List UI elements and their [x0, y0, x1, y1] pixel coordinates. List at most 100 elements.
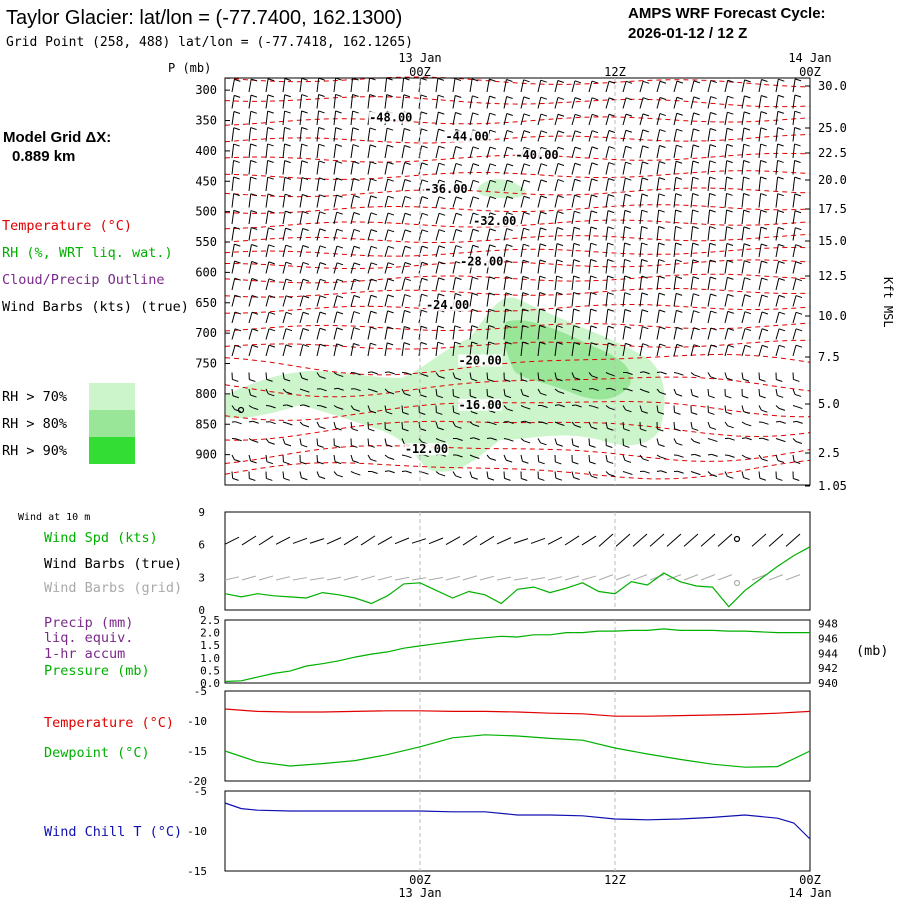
barb-flag: [387, 457, 395, 460]
wind-barb: [452, 325, 461, 340]
pressure-tick-450: 450: [195, 174, 217, 188]
barb-staff: [775, 261, 780, 274]
barb-staff: [639, 276, 643, 291]
barb-flag: [436, 411, 443, 415]
wind-barb: [486, 228, 496, 241]
barb-flag: [250, 176, 257, 180]
barb-staff: [384, 438, 387, 445]
barb-staff: [435, 245, 440, 258]
barb-staff: [469, 78, 473, 93]
legend-dewpoint: Dewpoint (°C): [44, 745, 150, 761]
barb-staff: [520, 244, 524, 258]
wind-barb: [299, 372, 309, 381]
barb-staff: [503, 196, 508, 208]
wind-barb: [316, 421, 326, 430]
barb-flag: [472, 424, 480, 427]
barb-staff: [435, 163, 440, 175]
barb-flag: [456, 438, 463, 441]
barb-staff: [537, 342, 541, 357]
barb-staff: [571, 179, 576, 192]
barb-flag: [573, 477, 580, 480]
barb-flag: [386, 411, 393, 415]
barb-staff: [605, 342, 609, 357]
top-date-0: 13 Jan: [398, 51, 441, 65]
barb-staff: [452, 229, 457, 241]
wind-tick-6: 6: [198, 539, 205, 552]
barb-flag: [575, 389, 582, 393]
barb-flag: [251, 344, 259, 348]
barb-staff: [299, 262, 304, 274]
barb-flag: [301, 177, 309, 181]
barb-staff: [605, 194, 609, 208]
wind-barb: [401, 278, 411, 291]
isotherm-line-5: [224, 170, 811, 180]
wind-barb: [622, 209, 632, 225]
barb-flag: [711, 439, 718, 443]
wind-barb: [571, 454, 579, 465]
barb-staff: [452, 421, 456, 427]
barb-flag: [743, 411, 750, 414]
wind-barb: [622, 372, 633, 375]
wind-barb: [724, 209, 733, 225]
wind-barb: [486, 276, 496, 291]
barb-staff: [707, 310, 712, 324]
barb-staff: [401, 454, 406, 457]
wind-barb: [554, 275, 563, 291]
barb-staff: [520, 388, 524, 395]
barb-flag: [608, 342, 615, 346]
barb-flag: [249, 477, 256, 481]
barb-staff: [656, 161, 660, 175]
barb-staff: [248, 345, 253, 357]
wind-barb: [707, 176, 716, 192]
wind-barb: [792, 344, 803, 357]
barb-flag: [268, 328, 276, 332]
barb-flag: [693, 112, 700, 116]
barb-flag: [352, 93, 359, 97]
wind-barb: [316, 471, 326, 480]
barb-staff: [639, 145, 644, 159]
wind-barb: [367, 310, 377, 324]
barb-flag: [745, 437, 752, 441]
barb-flag: [438, 111, 445, 115]
barb-staff: [265, 143, 269, 159]
wind-barb: [571, 97, 582, 109]
wind-barb: [554, 308, 563, 324]
barb-flag: [625, 342, 632, 346]
wind-barb: [265, 328, 276, 340]
wind-barb: [316, 262, 327, 274]
barb-flag: [641, 193, 649, 197]
barb-staff: [554, 227, 558, 241]
barb-staff: [231, 227, 235, 241]
barb-staff: [571, 243, 575, 258]
true-barb: [479, 535, 495, 546]
barb-staff: [367, 343, 371, 357]
barb-flag: [608, 407, 616, 411]
grid-barb: [445, 575, 461, 581]
wind-barb: [758, 294, 768, 307]
wind-barb: [333, 278, 344, 291]
barb-staff: [265, 344, 270, 357]
barb-staff: [282, 421, 287, 424]
barb-flag: [489, 457, 497, 461]
barb-staff: [758, 243, 762, 258]
barb-flag: [318, 476, 326, 480]
barb-flag: [318, 94, 325, 97]
barb-staff: [724, 328, 729, 340]
barb-staff: [656, 97, 661, 109]
barb-staff: [435, 196, 440, 208]
temp-tick--15: -15: [187, 745, 207, 758]
barb-flag: [250, 394, 257, 398]
barb-staff: [571, 388, 576, 391]
barb-flag: [794, 193, 802, 197]
wind-barb: [282, 471, 290, 481]
barb-flag: [235, 421, 242, 425]
barb-staff: [758, 193, 762, 208]
wind-barb: [520, 292, 529, 307]
wind-barb: [503, 292, 512, 307]
wind-barb: [707, 293, 717, 307]
barb-flag: [573, 308, 580, 312]
barb-staff: [248, 328, 253, 340]
barb-flag: [794, 94, 802, 98]
barb-flag: [455, 293, 462, 297]
wind-barb: [367, 245, 378, 258]
